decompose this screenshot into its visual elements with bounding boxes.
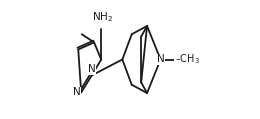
- Text: N: N: [73, 87, 81, 97]
- Text: N: N: [157, 55, 165, 64]
- Text: NH$_2$: NH$_2$: [92, 10, 113, 24]
- Text: –CH$_3$: –CH$_3$: [175, 53, 200, 66]
- Text: N: N: [88, 64, 96, 74]
